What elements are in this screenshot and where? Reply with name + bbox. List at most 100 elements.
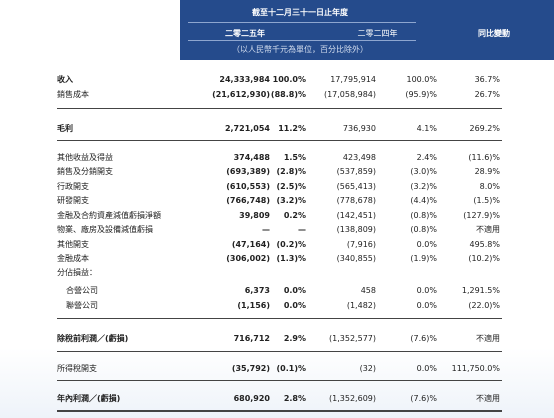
cell: 39,809	[239, 211, 270, 220]
row-label: 聯營公司	[66, 301, 98, 310]
cell: (7.6)%	[410, 394, 437, 403]
row-rule	[57, 380, 502, 381]
cell: (47,164)	[231, 240, 270, 249]
cell: 8.0%	[479, 182, 500, 191]
cell: 0.2%	[283, 211, 306, 220]
cell: (2.8)%	[276, 167, 307, 176]
header-rule	[188, 40, 416, 41]
cell: (1.3)%	[276, 254, 307, 263]
row-label: 其他收益及得益	[57, 153, 113, 162]
row-label: 毛利	[57, 124, 73, 133]
cell: 423,498	[342, 153, 376, 162]
cell: 26.7%	[474, 90, 500, 99]
cell: (21,612,930)	[212, 90, 270, 99]
cell: 2,721,054	[224, 124, 270, 133]
row-label: 分佔損益：	[57, 268, 97, 277]
cell: (766,748)	[226, 196, 270, 205]
cell: (0.8)%	[410, 211, 437, 220]
cell: (142,451)	[336, 211, 376, 220]
cell: (693,389)	[226, 167, 270, 176]
cell: (3.2)%	[276, 196, 307, 205]
cell: (610,553)	[226, 182, 270, 191]
row-rule	[57, 108, 502, 109]
header-band	[180, 0, 554, 60]
row-label: 銷售成本	[57, 90, 89, 99]
row-label: 金融及合約資產減值虧損淨額	[57, 211, 161, 220]
cell: 0.0%	[416, 240, 437, 249]
cell: (537,859)	[336, 167, 376, 176]
cell: 17,795,914	[330, 75, 376, 84]
cell: 1,291.5%	[461, 286, 500, 295]
cell: (17,058,984)	[323, 90, 376, 99]
cell: (88.8)%	[270, 90, 306, 99]
year-header: 二零二四年	[357, 29, 398, 38]
header-rule	[188, 22, 416, 23]
row-label: 所得稅開支	[57, 364, 97, 373]
background-decor	[0, 348, 554, 418]
cell: 0.0%	[283, 301, 306, 310]
cell: 2.8%	[283, 394, 306, 403]
cell: (1.9)%	[410, 254, 437, 263]
change-header: 同比變動	[478, 29, 510, 38]
cell: (10.2)%	[468, 254, 500, 263]
cell: 0.0%	[416, 286, 437, 295]
cell: 495.8%	[469, 240, 500, 249]
cell: 0.0%	[283, 286, 306, 295]
unit-note: （以人民幣千元為單位，百分比除外）	[232, 45, 368, 54]
row-label: 其他開支	[57, 240, 89, 249]
cell: 6,373	[244, 286, 270, 295]
row-label: 除稅前利潤／(虧損)	[57, 334, 129, 343]
cell: 100.0%	[406, 75, 437, 84]
cell: (95.9)%	[405, 90, 437, 99]
cell: (1.5)%	[473, 196, 500, 205]
cell: 11.2%	[278, 124, 306, 133]
cell: 716,712	[233, 334, 270, 343]
row-label: 物業、廠房及設備減值虧損	[57, 225, 153, 234]
cell: 2.9%	[283, 334, 306, 343]
cell: 680,920	[233, 394, 270, 403]
cell: 100.0%	[272, 75, 306, 84]
cell: 36.7%	[474, 75, 500, 84]
cell: 736,930	[342, 124, 376, 133]
cell: (565,413)	[336, 182, 376, 191]
cell: 28.9%	[474, 167, 500, 176]
cell: (22.0)%	[468, 301, 500, 310]
cell: 24,333,984	[219, 75, 270, 84]
row-rule	[57, 410, 502, 412]
cell: (340,855)	[336, 254, 376, 263]
cell: (1,352,609)	[329, 394, 376, 403]
row-rule	[57, 351, 502, 352]
row-label: 收入	[57, 75, 73, 84]
period-header: 截至十二月三十一日止年度	[252, 8, 348, 17]
cell: (4.4)%	[410, 196, 437, 205]
cell: 1.5%	[283, 153, 306, 162]
cell: (1,482)	[346, 301, 376, 310]
cell: (7,916)	[346, 240, 376, 249]
year-header: 二零二五年	[225, 29, 265, 38]
cell: (0.8)%	[410, 225, 437, 234]
cell: 0.0%	[416, 364, 437, 373]
row-rule	[57, 140, 502, 141]
cell: (138,809)	[336, 225, 376, 234]
cell: —	[262, 225, 270, 234]
cell: 2.4%	[416, 153, 437, 162]
cell: (778,678)	[336, 196, 376, 205]
cell: (35,792)	[231, 364, 270, 373]
row-label: 研發開支	[57, 196, 89, 205]
row-label: 金融成本	[57, 254, 89, 263]
cell: 458	[360, 286, 376, 295]
cell: (3.2)%	[410, 182, 437, 191]
cell: (306,002)	[226, 254, 270, 263]
row-label: 行政開支	[57, 182, 89, 191]
cell: (3.0)%	[410, 167, 437, 176]
cell: 111,750.0%	[451, 364, 500, 373]
cell: 0.0%	[416, 301, 437, 310]
cell: 374,488	[233, 153, 270, 162]
cell: (0.2)%	[276, 240, 307, 249]
cell: 269.2%	[469, 124, 500, 133]
cell: (11.6)%	[468, 153, 500, 162]
row-rule	[57, 318, 502, 319]
cell: (7.6)%	[410, 334, 437, 343]
row-label: 合營公司	[66, 286, 98, 295]
